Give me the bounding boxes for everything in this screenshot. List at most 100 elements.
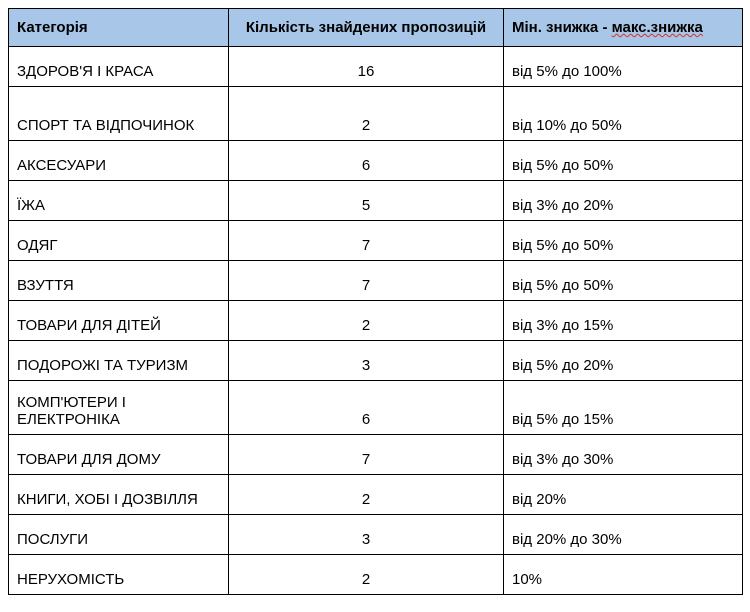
cell-discount: від 10% до 50% bbox=[504, 87, 743, 141]
cell-discount-text: 10% bbox=[504, 565, 742, 594]
header-count-label: Кількість знайдених пропозицій bbox=[246, 19, 486, 36]
cell-count-text: 5 bbox=[229, 191, 503, 220]
cell-discount-text: від 5% до 50% bbox=[504, 271, 742, 300]
cell-discount: від 3% до 30% bbox=[504, 435, 743, 475]
cell-count-text: 3 bbox=[229, 351, 503, 380]
cell-discount-text: від 5% до 50% bbox=[504, 151, 742, 180]
cell-category: ТОВАРИ ДЛЯ ДОМУ bbox=[9, 435, 229, 475]
cell-count: 7 bbox=[229, 261, 504, 301]
table-row: ТОВАРИ ДЛЯ ДІТЕЙ2від 3% до 15% bbox=[9, 301, 743, 341]
table-row: ПОДОРОЖІ ТА ТУРИЗМ3від 5% до 20% bbox=[9, 341, 743, 381]
cell-discount-text: від 3% до 20% bbox=[504, 191, 742, 220]
cell-discount-text: від 20% до 30% bbox=[504, 525, 742, 554]
cell-category-text: ПОДОРОЖІ ТА ТУРИЗМ bbox=[9, 351, 228, 380]
cell-count: 2 bbox=[229, 301, 504, 341]
cell-count-text: 2 bbox=[229, 485, 503, 514]
table-row: АКСЕСУАРИ6від 5% до 50% bbox=[9, 141, 743, 181]
discount-table-container: Категорія Кількість знайдених пропозицій… bbox=[8, 8, 742, 595]
cell-discount-text: від 5% до 20% bbox=[504, 351, 742, 380]
cell-discount: від 5% до 15% bbox=[504, 381, 743, 435]
cell-category-text: ЗДОРОВ'Я І КРАСА bbox=[9, 57, 228, 86]
cell-count-text: 7 bbox=[229, 231, 503, 260]
cell-discount-text: від 20% bbox=[504, 485, 742, 514]
cell-count-text: 7 bbox=[229, 445, 503, 474]
cell-category-text: ВЗУТТЯ bbox=[9, 271, 228, 300]
cell-count-text: 2 bbox=[229, 311, 503, 340]
cell-count-text: 6 bbox=[229, 405, 503, 434]
cell-category: КНИГИ, ХОБІ І ДОЗВІЛЛЯ bbox=[9, 475, 229, 515]
cell-count-text: 16 bbox=[229, 57, 503, 86]
table-header-row: Категорія Кількість знайдених пропозицій… bbox=[9, 9, 743, 47]
cell-category-text: ТОВАРИ ДЛЯ ДІТЕЙ bbox=[9, 311, 228, 340]
table-row: ЇЖА5від 3% до 20% bbox=[9, 181, 743, 221]
table-row: НЕРУХОМІСТЬ210% bbox=[9, 555, 743, 595]
cell-discount: від 3% до 20% bbox=[504, 181, 743, 221]
cell-category-text: НЕРУХОМІСТЬ bbox=[9, 565, 228, 594]
cell-category: ПОСЛУГИ bbox=[9, 515, 229, 555]
table-row: ЗДОРОВ'Я І КРАСА16від 5% до 100% bbox=[9, 47, 743, 87]
cell-count: 2 bbox=[229, 475, 504, 515]
header-category: Категорія bbox=[9, 9, 229, 47]
cell-count: 16 bbox=[229, 47, 504, 87]
cell-count: 7 bbox=[229, 221, 504, 261]
cell-category: ЇЖА bbox=[9, 181, 229, 221]
cell-discount-text: від 3% до 15% bbox=[504, 311, 742, 340]
cell-count: 7 bbox=[229, 435, 504, 475]
table-row: ВЗУТТЯ7від 5% до 50% bbox=[9, 261, 743, 301]
header-discount-prefix: Мін. знижка - bbox=[512, 19, 612, 36]
cell-discount-text: від 3% до 30% bbox=[504, 445, 742, 474]
cell-category-text: ТОВАРИ ДЛЯ ДОМУ bbox=[9, 445, 228, 474]
cell-category: СПОРТ ТА ВІДПОЧИНОК bbox=[9, 87, 229, 141]
cell-category: КОМП'ЮТЕРИ І ЕЛЕКТРОНІКА bbox=[9, 381, 229, 435]
cell-category: ОДЯГ bbox=[9, 221, 229, 261]
cell-category: ПОДОРОЖІ ТА ТУРИЗМ bbox=[9, 341, 229, 381]
table-row: СПОРТ ТА ВІДПОЧИНОК2від 10% до 50% bbox=[9, 87, 743, 141]
cell-discount-text: від 5% до 50% bbox=[504, 231, 742, 260]
cell-discount: від 5% до 20% bbox=[504, 341, 743, 381]
cell-discount: від 5% до 50% bbox=[504, 261, 743, 301]
table-row: ПОСЛУГИ3від 20% до 30% bbox=[9, 515, 743, 555]
cell-count-text: 2 bbox=[229, 565, 503, 594]
table-row: КНИГИ, ХОБІ І ДОЗВІЛЛЯ2від 20% bbox=[9, 475, 743, 515]
cell-discount: від 5% до 50% bbox=[504, 221, 743, 261]
cell-count: 6 bbox=[229, 141, 504, 181]
table-body: ЗДОРОВ'Я І КРАСА16від 5% до 100%СПОРТ ТА… bbox=[9, 47, 743, 595]
table-header: Категорія Кількість знайдених пропозицій… bbox=[9, 9, 743, 47]
cell-count-text: 6 bbox=[229, 151, 503, 180]
header-count: Кількість знайдених пропозицій bbox=[229, 9, 504, 47]
cell-count-text: 7 bbox=[229, 271, 503, 300]
cell-discount: від 5% до 50% bbox=[504, 141, 743, 181]
cell-discount: від 3% до 15% bbox=[504, 301, 743, 341]
table-row: ТОВАРИ ДЛЯ ДОМУ7від 3% до 30% bbox=[9, 435, 743, 475]
cell-category-text: СПОРТ ТА ВІДПОЧИНОК bbox=[9, 111, 228, 140]
cell-category-text: ЇЖА bbox=[9, 191, 228, 220]
cell-category: АКСЕСУАРИ bbox=[9, 141, 229, 181]
cell-discount: 10% bbox=[504, 555, 743, 595]
cell-count-text: 3 bbox=[229, 525, 503, 554]
cell-discount-text: від 5% до 15% bbox=[504, 405, 742, 434]
cell-count-text: 2 bbox=[229, 111, 503, 140]
cell-count: 2 bbox=[229, 555, 504, 595]
cell-discount: від 20% до 30% bbox=[504, 515, 743, 555]
discount-table: Категорія Кількість знайдених пропозицій… bbox=[8, 8, 743, 595]
cell-discount: від 20% bbox=[504, 475, 743, 515]
header-discount-underlined: макс.знижка bbox=[612, 19, 703, 36]
cell-count: 5 bbox=[229, 181, 504, 221]
cell-discount: від 5% до 100% bbox=[504, 47, 743, 87]
cell-category: НЕРУХОМІСТЬ bbox=[9, 555, 229, 595]
cell-count: 2 bbox=[229, 87, 504, 141]
header-category-label: Категорія bbox=[17, 19, 88, 36]
table-row: КОМП'ЮТЕРИ І ЕЛЕКТРОНІКА6від 5% до 15% bbox=[9, 381, 743, 435]
cell-category-text: ПОСЛУГИ bbox=[9, 525, 228, 554]
cell-category: ЗДОРОВ'Я І КРАСА bbox=[9, 47, 229, 87]
cell-count: 3 bbox=[229, 341, 504, 381]
cell-category-text: АКСЕСУАРИ bbox=[9, 151, 228, 180]
cell-category: ТОВАРИ ДЛЯ ДІТЕЙ bbox=[9, 301, 229, 341]
cell-category-text: ОДЯГ bbox=[9, 231, 228, 260]
cell-discount-text: від 10% до 50% bbox=[504, 111, 742, 140]
cell-category-text: КНИГИ, ХОБІ І ДОЗВІЛЛЯ bbox=[9, 485, 228, 514]
header-discount: Мін. знижка - макс.знижка bbox=[504, 9, 743, 47]
cell-category: ВЗУТТЯ bbox=[9, 261, 229, 301]
cell-count: 3 bbox=[229, 515, 504, 555]
table-row: ОДЯГ7від 5% до 50% bbox=[9, 221, 743, 261]
